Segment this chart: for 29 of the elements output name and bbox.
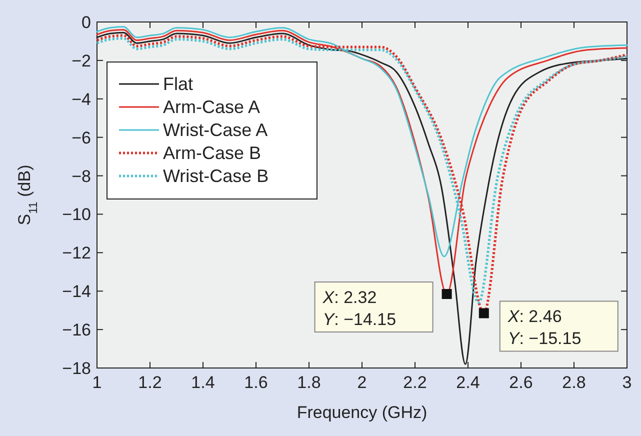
y-tick-label: −18	[62, 359, 91, 378]
y-tick-label: −4	[72, 90, 91, 109]
y-tick-label: −12	[62, 244, 91, 263]
legend-label: Arm-Case A	[163, 97, 260, 117]
x-tick-label: 1.6	[244, 373, 268, 392]
y-tick-label: −6	[72, 128, 91, 148]
x-tick-label: 2.6	[509, 373, 533, 392]
y-tick-label: −8	[72, 166, 91, 186]
y-tick-label: −10	[62, 205, 91, 224]
legend-label: Wrist-Case B	[163, 166, 269, 186]
y-tick-label: −16	[62, 320, 91, 340]
legend-label: Wrist-Case A	[163, 120, 268, 140]
y-tick-label: −14	[62, 282, 91, 302]
legend-label: Arm-Case B	[163, 143, 262, 163]
x-tick-label: 1.4	[191, 373, 215, 392]
x-tick-label: 2.2	[403, 373, 427, 392]
y-tick-label: 0	[82, 13, 91, 32]
x-tick-label: 1	[92, 373, 102, 392]
y-tick-label: −2	[72, 51, 91, 70]
legend-label: Flat	[163, 74, 194, 94]
x-tick-label: 2.8	[562, 373, 586, 392]
x-tick-label: 3	[622, 373, 632, 392]
annotation: X: 2.32 Y: −14.15	[322, 288, 396, 329]
x-tick-label: 1.8	[297, 373, 321, 392]
x-tick-label: 1.2	[138, 373, 162, 392]
annotation: X: 2.46 Y: −15.15	[506, 307, 582, 348]
x-axis-title: Frequency (GHz)	[296, 403, 428, 422]
x-tick-label: 2.4	[456, 373, 480, 392]
x-tick-label: 2	[357, 373, 367, 392]
